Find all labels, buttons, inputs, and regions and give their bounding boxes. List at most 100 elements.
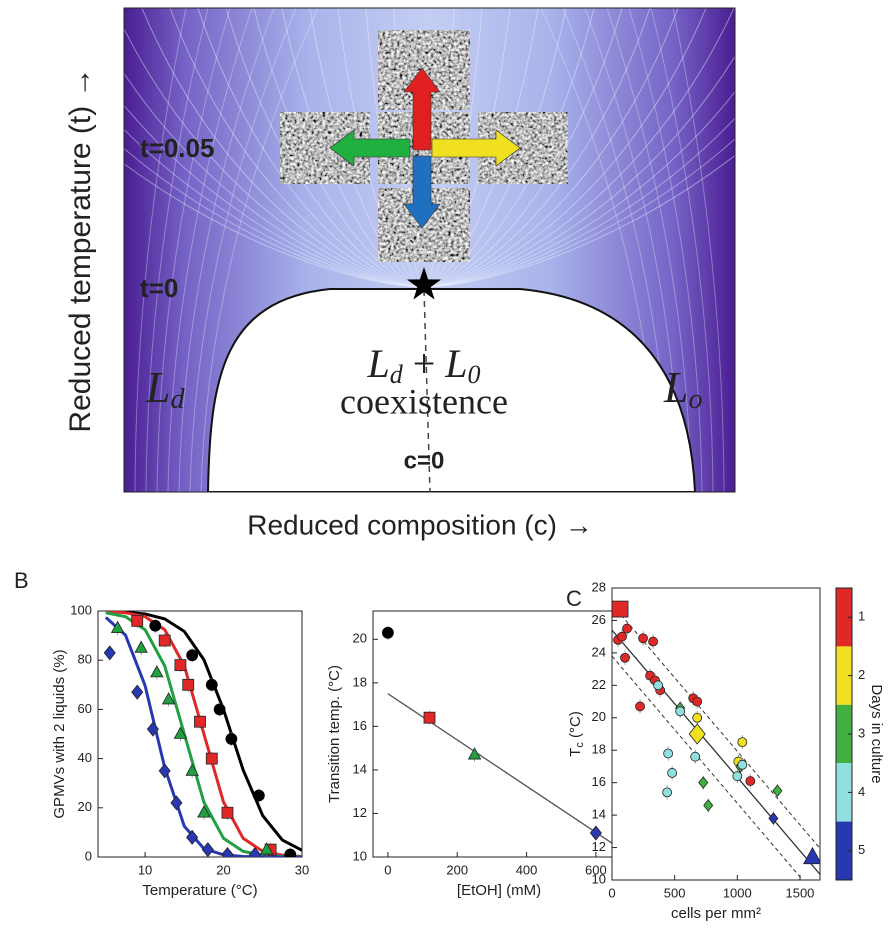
contour-line [425,8,679,288]
contour-line [169,8,423,288]
fit-line [612,655,804,880]
y-tick-label: 22 [592,677,606,692]
marker [663,748,674,759]
plot-frame [372,610,626,858]
marker [252,789,265,802]
marker [617,631,627,642]
marker [205,752,218,765]
marker [158,634,171,647]
coexistence-label: coexistence [340,381,508,421]
fit-curve [105,611,302,852]
marker [732,771,743,782]
marker [146,721,159,737]
label-main: T [567,748,584,757]
marker [221,806,234,819]
x-tick-label: 200 [446,862,468,877]
plot-area [612,600,820,880]
marker [688,723,706,745]
marker [690,751,701,762]
contour-line [124,72,423,288]
contour-line [178,8,275,492]
colorbar-segment [836,704,852,764]
contour-line [156,8,231,492]
contour-line [124,147,423,288]
phase-symbol: L [444,341,467,386]
marker [772,784,783,798]
y-tick-label: 16 [353,718,367,733]
contour-line [628,8,703,492]
x-tick-label: 10 [138,862,152,877]
x-tick-label: 500 [664,885,686,900]
marker [737,737,748,748]
annotation: c=0 [404,447,445,474]
contour-line [672,8,725,492]
x-axis-label: Reduced composition (c) → [247,509,592,540]
arrow [403,155,441,229]
marker [170,795,183,811]
plot-area [103,611,302,857]
colorbar-segment [836,646,852,705]
colorbar-tick-label: 2 [858,667,865,682]
y-tick-label: 10 [592,871,606,886]
y-tick-label: 40 [78,750,92,765]
marker [589,825,602,841]
marker [620,652,630,663]
coexistence-formula: Ld + L0 [366,341,480,389]
x-axis-label: Temperature (°C) [142,882,257,899]
marker [662,787,673,798]
marker [423,711,436,724]
x-tick-label: 20 [216,862,230,877]
marker [158,763,171,779]
y-tick-label: 26 [592,612,606,627]
marker [186,829,199,845]
marker [161,692,176,705]
label-subscript: c [574,742,586,748]
c-zero-line [423,289,431,492]
contour-line [425,8,651,288]
plus: + [413,341,436,386]
fit-line [612,603,820,849]
x-tick-label: 1000 [723,885,752,900]
y-tick-label: 80 [78,652,92,667]
contour-line [253,8,423,288]
contour-line [425,154,735,288]
colorbar-segment [836,763,852,822]
contour-line [425,8,707,288]
arrow [431,129,521,167]
marker [201,842,214,857]
contour-line [225,8,423,288]
contour-line [425,8,735,288]
phase-subscript: 0 [468,360,481,389]
marker [213,703,226,716]
contour-line [124,27,423,288]
y-tick-label: 12 [592,839,606,854]
phase-symbol: L [145,363,170,412]
contour-line [197,8,423,288]
y-axis-label: GPMVs with 2 liquids (%) [51,649,68,818]
marker [768,812,779,825]
critical-point [406,267,442,300]
arrow [403,67,441,151]
annotation: t=0.05 [140,133,214,163]
coexistence-region [206,288,697,492]
panel-label: C [566,586,582,611]
contour-line [281,8,423,288]
y-tick-label: 20 [353,631,367,646]
colorbar-segment [836,588,852,647]
contour-line [425,8,623,288]
fit-line [612,629,820,875]
y-tick-label: 14 [592,807,606,822]
marker [675,706,686,717]
phase-subscript: d [170,384,185,415]
colorbar-segment [836,821,852,880]
phase-symbol: L [366,341,389,386]
marker [692,712,703,723]
marker [612,600,629,618]
marker [225,733,238,745]
phase-subscript: o [688,384,702,415]
contour-line [425,117,735,288]
plot-area [382,625,614,845]
phase-symbol: L [663,363,688,412]
marker [622,623,632,634]
marker [382,626,394,639]
